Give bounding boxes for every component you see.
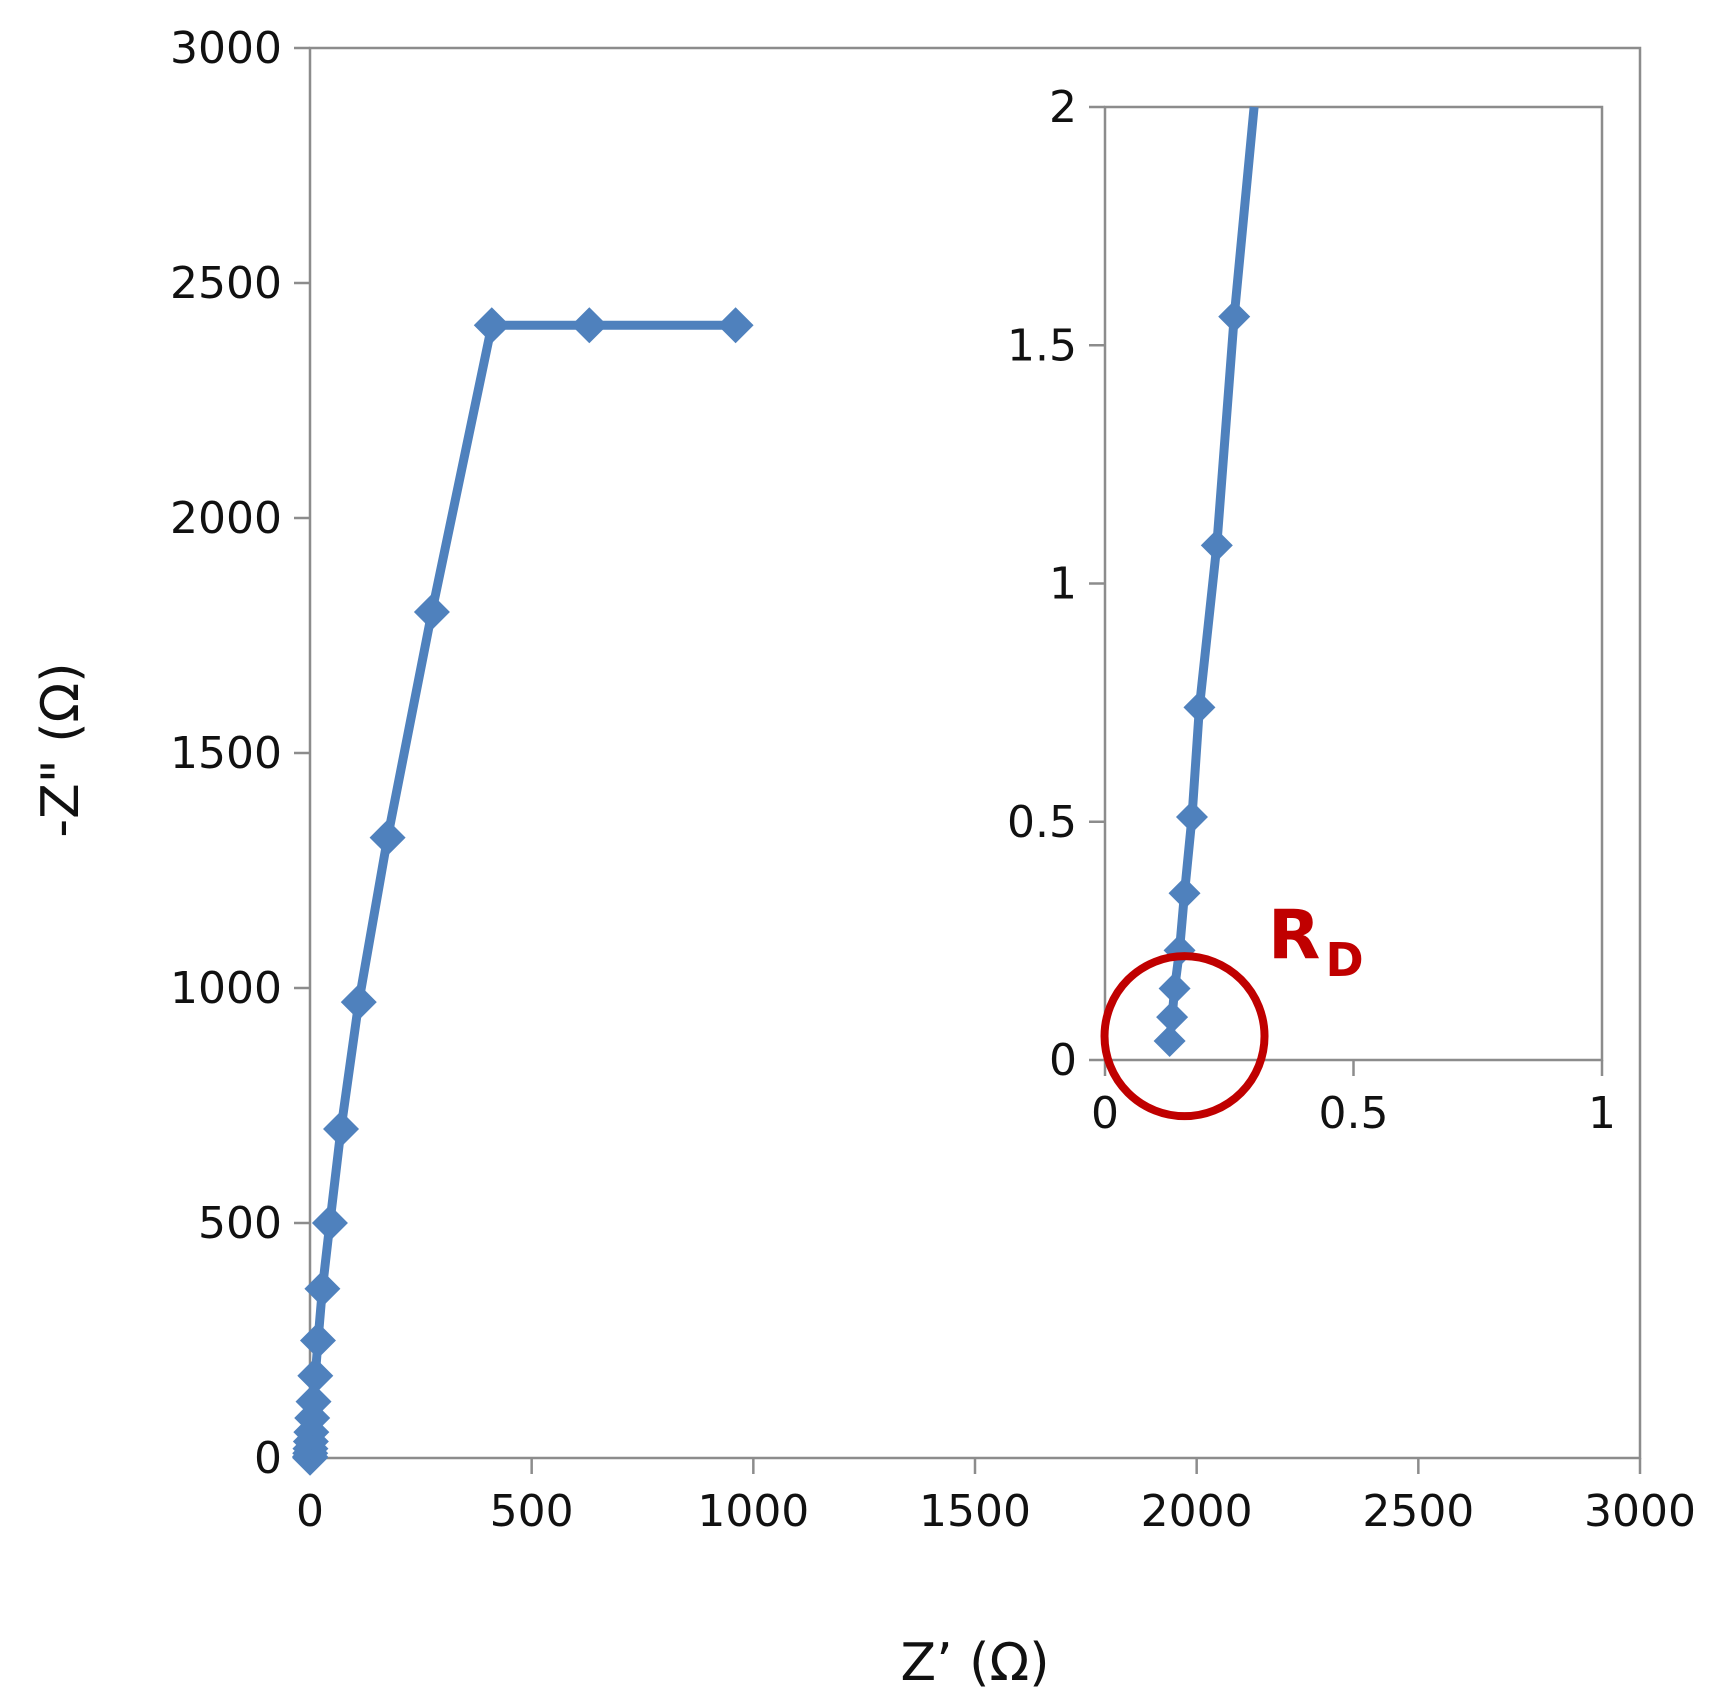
rd-highlight-circle	[1100, 952, 1269, 1121]
inset-y-tick-label: 0	[1049, 1035, 1077, 1086]
main-data-point	[297, 1357, 334, 1394]
rd-label-main: R	[1268, 896, 1320, 975]
main-x-tick-label: 0	[296, 1486, 324, 1537]
inset-y-tick-label: 2	[1049, 82, 1077, 133]
main-data-point	[717, 307, 754, 344]
inset-y-tick-label: 1	[1049, 559, 1077, 610]
main-data-point	[413, 594, 450, 630]
main-x-tick-label: 1500	[919, 1486, 1031, 1537]
main-y-tick-label: 3000	[170, 23, 282, 74]
main-data-point	[340, 984, 377, 1021]
main-data-point	[304, 1270, 341, 1307]
main-x-tick-label: 500	[490, 1486, 574, 1537]
main-data-point	[295, 1383, 332, 1420]
inset-data-point	[1200, 529, 1233, 562]
inset-data-point	[1156, 1001, 1189, 1034]
main-data-point	[299, 1322, 336, 1359]
inset-data-point	[1153, 1024, 1186, 1057]
main-y-tick-label: 500	[198, 1198, 282, 1249]
inset-x-tick-label: 0	[1091, 1088, 1119, 1139]
inset-y-ticks: 0 0.5 1 1.5 2	[1007, 82, 1105, 1086]
inset-data-point	[1218, 300, 1251, 333]
main-x-tick-label: 2000	[1141, 1486, 1253, 1537]
main-series	[292, 307, 754, 1476]
inset-x-tick-label: 1	[1588, 1088, 1616, 1139]
main-y-tick-label: 0	[254, 1433, 282, 1484]
main-x-tick-label: 3000	[1584, 1486, 1696, 1537]
inset-data-point	[1168, 877, 1201, 910]
inset-data-point	[1158, 972, 1191, 1005]
main-series-line	[305, 320, 736, 1462]
main-data-point	[473, 307, 510, 344]
main-data-point	[571, 307, 608, 344]
main-data-point	[323, 1111, 360, 1147]
main-x-tick-label: 2500	[1362, 1486, 1474, 1537]
inset-series	[1153, 106, 1259, 1057]
main-y-ticks: 0 500 1000 1500 2000 2500 3000	[170, 23, 310, 1484]
main-y-tick-label: 1500	[170, 728, 282, 779]
x-axis-title: Z’ (Ω)	[901, 1633, 1050, 1693]
main-x-tick-label: 1000	[697, 1486, 809, 1537]
main-data-point	[311, 1205, 348, 1241]
inset-y-tick-label: 1.5	[1007, 320, 1077, 371]
inset-x-ticks: 0 0.5 1	[1091, 1060, 1616, 1139]
inset-plot: 00.511.52 0 0.5 1 R D	[1007, 82, 1616, 1139]
main-y-tick-label: 2500	[170, 258, 282, 309]
inset-data-point	[1175, 800, 1208, 833]
inset-data-point	[1183, 691, 1216, 724]
inset-y-tick-label: 0.5	[1007, 797, 1077, 848]
rd-label-sub: D	[1325, 933, 1363, 987]
main-data-point	[369, 819, 406, 856]
main-y-tick-label: 2000	[170, 493, 282, 544]
main-y-tick-label: 1000	[170, 963, 282, 1014]
main-x-ticks: 0 500 1000 1500 2000 2500 3000	[296, 1458, 1696, 1537]
inset-x-tick-label: 0.5	[1319, 1088, 1389, 1139]
y-axis-title: -Z" (Ω)	[31, 662, 91, 837]
rd-label: R D	[1268, 896, 1364, 987]
